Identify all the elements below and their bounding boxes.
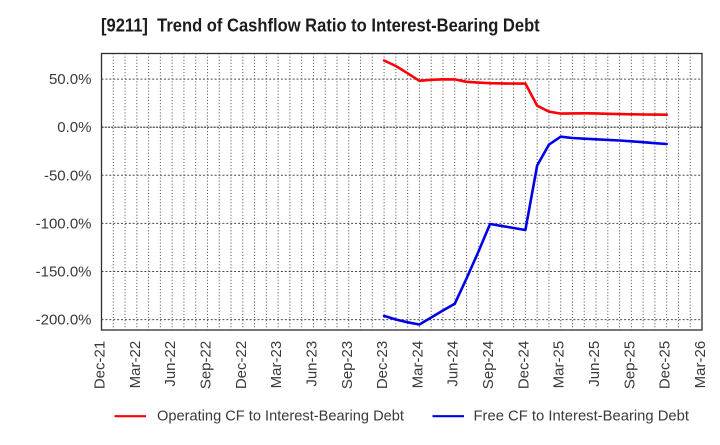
svg-text:Mar-25: Mar-25 (551, 341, 568, 389)
svg-text:Mar-22: Mar-22 (127, 341, 144, 389)
svg-text:0.0%: 0.0% (57, 119, 91, 136)
svg-text:[9211] Trend of Cashflow Rati: [9211] Trend of Cashflow Ratio to Intere… (101, 16, 540, 36)
svg-text:Jun-25: Jun-25 (586, 341, 603, 387)
svg-text:50.0%: 50.0% (49, 71, 92, 88)
svg-text:Sep-24: Sep-24 (480, 341, 497, 389)
svg-text:Dec-25: Dec-25 (657, 341, 674, 389)
svg-text:Operating CF to Interest-Beari: Operating CF to Interest-Bearing Debt (157, 408, 405, 425)
svg-text:Dec-23: Dec-23 (374, 341, 391, 389)
svg-text:Dec-21: Dec-21 (92, 341, 109, 389)
svg-text:Sep-22: Sep-22 (197, 341, 214, 389)
svg-text:Sep-23: Sep-23 (339, 341, 356, 389)
svg-text:-200.0%: -200.0% (36, 312, 92, 329)
svg-text:-100.0%: -100.0% (36, 215, 92, 232)
svg-text:Jun-23: Jun-23 (303, 341, 320, 387)
svg-text:Sep-25: Sep-25 (621, 341, 638, 389)
svg-text:-150.0%: -150.0% (36, 264, 92, 281)
svg-text:Mar-26: Mar-26 (692, 341, 709, 389)
svg-text:Dec-22: Dec-22 (233, 341, 250, 389)
svg-text:Jun-22: Jun-22 (162, 341, 179, 387)
svg-text:-50.0%: -50.0% (44, 167, 92, 184)
svg-text:Jun-24: Jun-24 (445, 341, 462, 387)
svg-text:Dec-24: Dec-24 (515, 341, 532, 389)
svg-text:Free CF to Interest-Bearing De: Free CF to Interest-Bearing Debt (474, 408, 690, 425)
svg-text:Mar-23: Mar-23 (268, 341, 285, 389)
svg-text:Mar-24: Mar-24 (409, 341, 426, 389)
